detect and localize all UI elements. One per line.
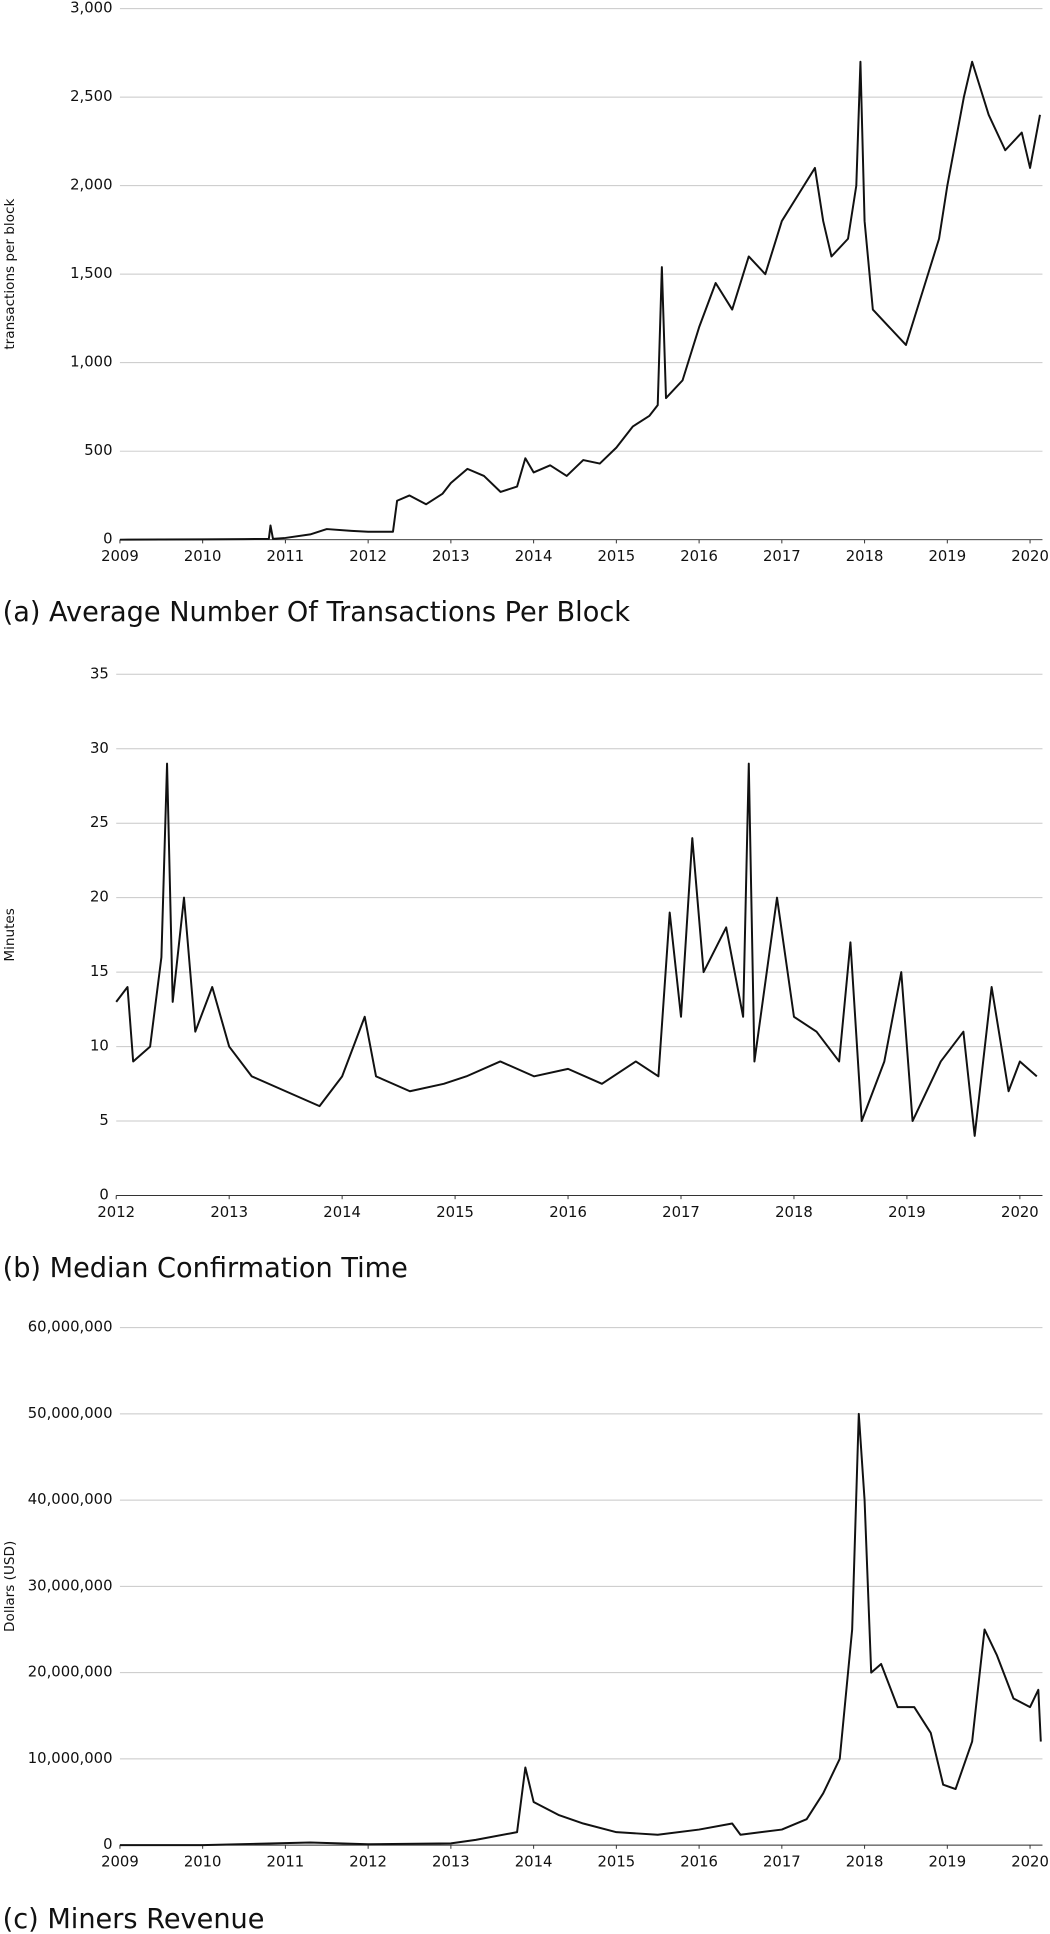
x-tick-label: 2019: [928, 548, 966, 565]
x-tick-label: 2012: [349, 548, 387, 565]
y-axis-label: Minutes: [2, 908, 18, 961]
x-tick-label: 2009: [101, 548, 139, 565]
x-tick-label: 2012: [97, 1204, 135, 1221]
x-tick-label: 2010: [184, 548, 222, 565]
x-tick-label: 2013: [432, 548, 470, 565]
x-tick-label: 2018: [775, 1204, 813, 1221]
y-tick-label: 500: [84, 442, 112, 459]
x-tick-label: 2018: [846, 1853, 884, 1870]
y-tick-label: 20,000,000: [28, 1664, 113, 1681]
y-tick-label: 30,000,000: [28, 1577, 113, 1594]
x-tick-label: 2019: [888, 1204, 926, 1221]
x-tick-label: 2011: [267, 548, 305, 565]
data-line: [119, 60, 1041, 541]
y-tick-label: 0: [103, 1836, 112, 1853]
x-tick-label: 2011: [267, 1853, 305, 1870]
y-axis-label: transactions per block: [2, 199, 18, 350]
x-tick-label: 2014: [515, 548, 553, 565]
y-tick-label: 2,500: [70, 88, 112, 105]
x-tick-label: 2020: [1011, 548, 1049, 565]
y-tick-label: 40,000,000: [28, 1491, 113, 1508]
x-tick-label: 2017: [763, 548, 801, 565]
y-axis-label: Dollars (USD): [2, 1541, 18, 1632]
x-tick-label: 2016: [680, 548, 718, 565]
x-tick-label: 2015: [436, 1204, 474, 1221]
y-tick-label: 20: [90, 889, 109, 906]
y-tick-label: 30: [90, 740, 109, 757]
chart-caption: (b) Median Confirmation Time: [3, 1253, 408, 1284]
data-line: [119, 1412, 1042, 1847]
y-tick-label: 15: [90, 963, 109, 980]
x-tick-label: 2012: [349, 1853, 387, 1870]
x-tick-label: 2017: [763, 1853, 801, 1870]
y-tick-label: 10,000,000: [28, 1750, 113, 1767]
y-tick-label: 3,000: [70, 0, 112, 17]
x-tick-label: 2015: [598, 1853, 636, 1870]
y-tick-label: 1,500: [70, 265, 112, 282]
chart-caption: (c) Miners Revenue: [3, 1904, 265, 1934]
x-tick-label: 2016: [680, 1853, 718, 1870]
x-tick-label: 2014: [323, 1204, 361, 1221]
x-tick-label: 2020: [1001, 1204, 1039, 1221]
y-tick-label: 2,000: [70, 177, 112, 194]
y-tick-label: 60,000,000: [28, 1319, 113, 1336]
x-tick-label: 2013: [432, 1853, 470, 1870]
x-tick-label: 2009: [101, 1853, 139, 1870]
x-tick-label: 2014: [515, 1853, 553, 1870]
chart-caption: (a) Average Number Of Transactions Per B…: [3, 597, 631, 628]
y-tick-label: 50,000,000: [28, 1405, 113, 1422]
y-tick-label: 0: [103, 531, 112, 548]
y-tick-label: 25: [90, 814, 109, 831]
x-tick-label: 2018: [846, 548, 884, 565]
x-tick-label: 2013: [210, 1204, 248, 1221]
y-tick-label: 0: [99, 1186, 108, 1203]
y-tick-label: 1,000: [70, 354, 112, 371]
x-tick-label: 2019: [928, 1853, 966, 1870]
y-tick-label: 10: [90, 1038, 109, 1055]
y-tick-label: 35: [90, 665, 109, 682]
x-tick-label: 2020: [1011, 1853, 1049, 1870]
x-tick-label: 2015: [598, 548, 636, 565]
y-tick-label: 5: [99, 1112, 108, 1129]
x-tick-label: 2017: [662, 1204, 700, 1221]
x-tick-label: 2010: [184, 1853, 222, 1870]
data-line: [115, 762, 1038, 1137]
x-tick-label: 2016: [549, 1204, 587, 1221]
